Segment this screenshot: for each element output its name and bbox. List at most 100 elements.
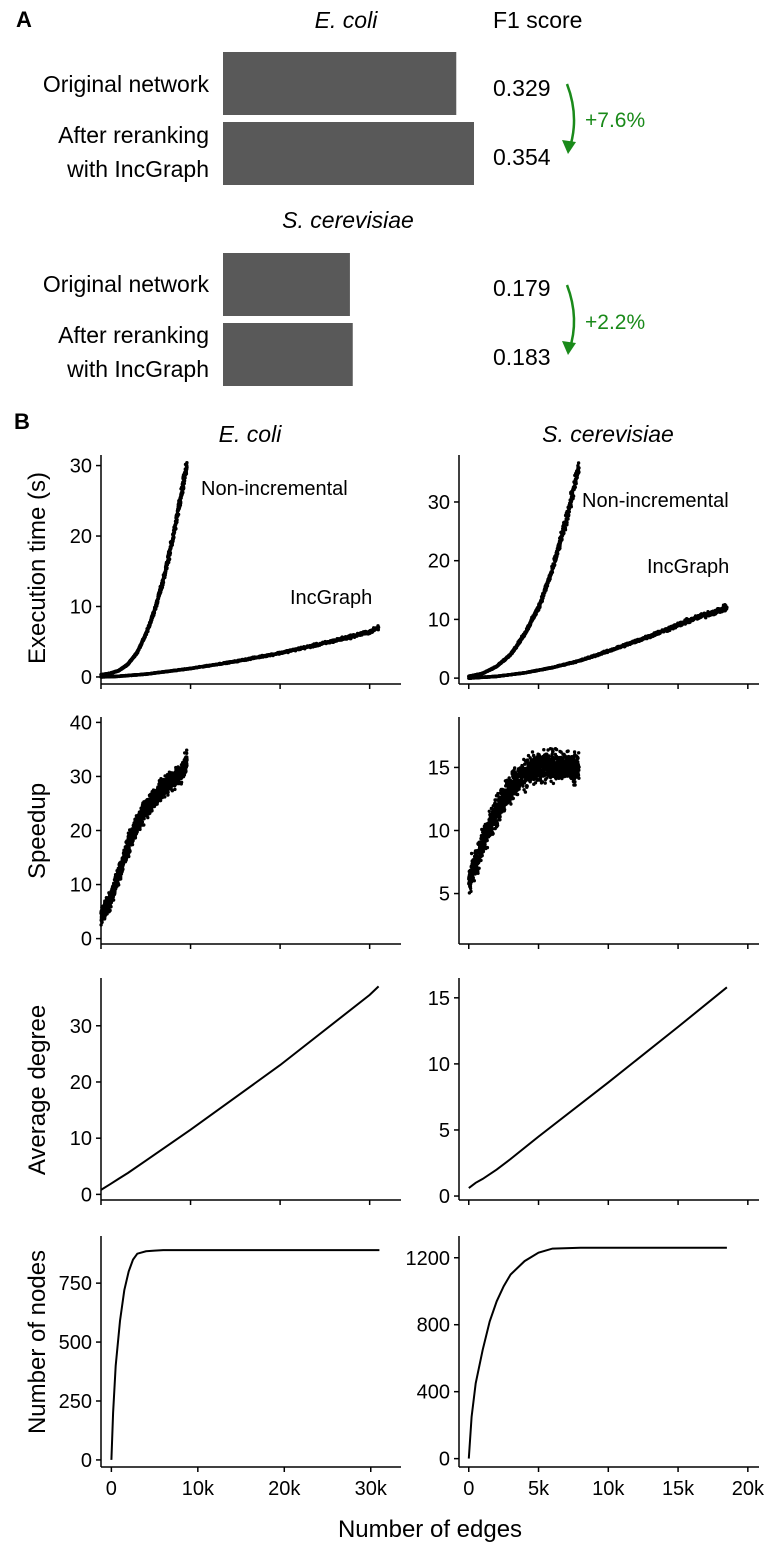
plot-0-scer-y-tick-label: 30 [428,492,450,514]
panel-b-plots: 0102030010203001020304051015010203005101… [59,455,765,1500]
plot-1-ecoli-point [117,883,121,887]
panel-a-value-header: F1 score [493,7,582,33]
arrow-head-ecoli [562,140,576,154]
panel-a-header-ecoli: E. coli [315,7,379,33]
plot-0-scer-point [560,537,564,542]
arrow-head-scer [562,341,576,355]
plot-0-scer-series-0 [467,461,581,679]
plot-1-ecoli-y-tick-label: 10 [70,875,92,897]
plot-1-ecoli-point [121,867,125,872]
plot-0-ecoli-point [176,512,181,517]
plot-0-ecoli-point [161,580,166,585]
plot-1-ecoli-point [138,827,142,832]
y-title-average-degree: Average degree [24,1005,51,1175]
plot-0-ecoli-y-tick-label: 10 [70,596,92,618]
plot-0-scer-point [565,520,569,525]
arrow-scer [565,284,576,352]
arrow-ecoli [565,83,576,151]
plot-1-ecoli: 0 10 20 30 40 [70,712,401,951]
plot-0-ecoli-point [185,465,189,469]
plot-1-ecoli-point [150,809,154,813]
plot-0-scer-y-tick-label: 10 [428,609,450,631]
plot-0-ecoli-point [182,486,186,491]
column-title-ecoli: E. coli [219,421,283,447]
value-scer-reranked: 0.183 [493,344,551,370]
plot-0-ecoli-point [168,551,173,555]
plot-0-scer-point [571,494,576,498]
plot-1-ecoli-point [109,905,113,909]
annot-ecoli-non-incremental: Non-incremental [201,478,348,500]
row-label-scer-original: Original network [43,271,210,297]
y-title-number-of-nodes: Number of nodes [24,1250,51,1434]
plot-1-ecoli-point [111,898,116,902]
plot-0-scer-point [563,528,568,532]
y-title-speedup: Speedup [24,783,51,879]
annot-scer-incgraph: IncGraph [647,556,729,578]
panel-a-header-scer: S. cerevisiae [282,207,414,233]
plot-1-ecoli-point [142,823,146,827]
plot-1-ecoli-point [133,836,138,840]
plot-0-ecoli-series-1 [99,624,381,679]
plot-0-ecoli-point [182,479,187,483]
bar-ecoli-reranked [223,122,474,185]
value-ecoli-original: 0.329 [493,75,551,101]
plot-1-ecoli-point [146,815,150,820]
plot-0-scer-point [574,481,578,486]
plot-0-scer-point [553,563,557,567]
bar-scer-reranked [223,323,353,386]
plot-0-scer-point [550,570,555,574]
plot-0-scer-point [567,513,571,517]
plot-0-ecoli-point [167,557,172,561]
value-ecoli-reranked: 0.354 [493,144,551,170]
plot-0-ecoli-point [185,461,189,465]
plot-0-ecoli-point [174,527,178,531]
plot-1-ecoli-point [127,854,131,859]
plot-1-ecoli-series-0 [99,748,189,927]
plot-1-ecoli-point [166,790,170,794]
plot-0-scer-point [725,605,729,610]
plot-0-scer-y-tick-label: 0 [439,668,450,690]
plot-0-ecoli-y-tick-label: 30 [70,456,92,478]
plot-0-ecoli-point [179,500,183,504]
plot-1-ecoli-y-tick-label: 20 [70,821,92,843]
plot-0-scer-point [577,470,581,474]
plot-1-ecoli-y-tick-label: 30 [70,766,92,788]
plot-1-ecoli-point [130,842,135,847]
plot-1-ecoli-point [173,787,177,792]
row-label-scer-rerank-1: After reranking [58,322,209,348]
y-title-execution-time: Execution time (s) [24,472,51,664]
plot-0-scer-point [556,552,560,556]
plot-0-scer-point [545,584,550,588]
x-title-number-of-edges: Number of edges [338,1516,522,1543]
row-label-ecoli-rerank-1: After reranking [58,122,209,148]
plot-0-scer-point [566,517,570,521]
plot-1-ecoli-y-tick-label: 0 [81,929,92,951]
plot-1-ecoli-point [163,795,167,799]
plot-0-scer-point [567,510,571,514]
plot-1-ecoli-point [100,920,104,925]
row-label-ecoli-rerank-2: with IncGraph [66,156,209,182]
plot-1-ecoli-point [119,875,123,879]
panel-a-letter: A [16,7,32,32]
column-title-scer: S. cerevisiae [542,421,674,447]
plot-0-ecoli-point [184,472,189,476]
plot-0-ecoli-point [181,490,185,495]
plot-0-ecoli-point [183,476,187,480]
annot-scer-non-incremental: Non-incremental [582,490,729,512]
plot-1-ecoli-point [158,798,163,803]
plot-0-scer-point [540,599,544,603]
plot-0-scer-point [577,466,581,470]
annot-ecoli-incgraph: IncGraph [290,587,372,609]
change-scer: +2.2% [585,311,645,334]
plot-1-ecoli-point [108,908,112,913]
change-ecoli: +7.6% [585,109,645,132]
plot-0-scer-series-1 [467,603,729,680]
plot-0-scer-point [573,485,577,489]
plot-0-scer-point [569,505,573,509]
plot-1-ecoli-point [128,849,132,854]
plot-0-scer-point [576,461,581,465]
plot-1-ecoli-point [140,820,145,824]
plot-0-ecoli-point [376,625,381,630]
plot-1-ecoli-y-tick-label: 40 [70,712,92,734]
